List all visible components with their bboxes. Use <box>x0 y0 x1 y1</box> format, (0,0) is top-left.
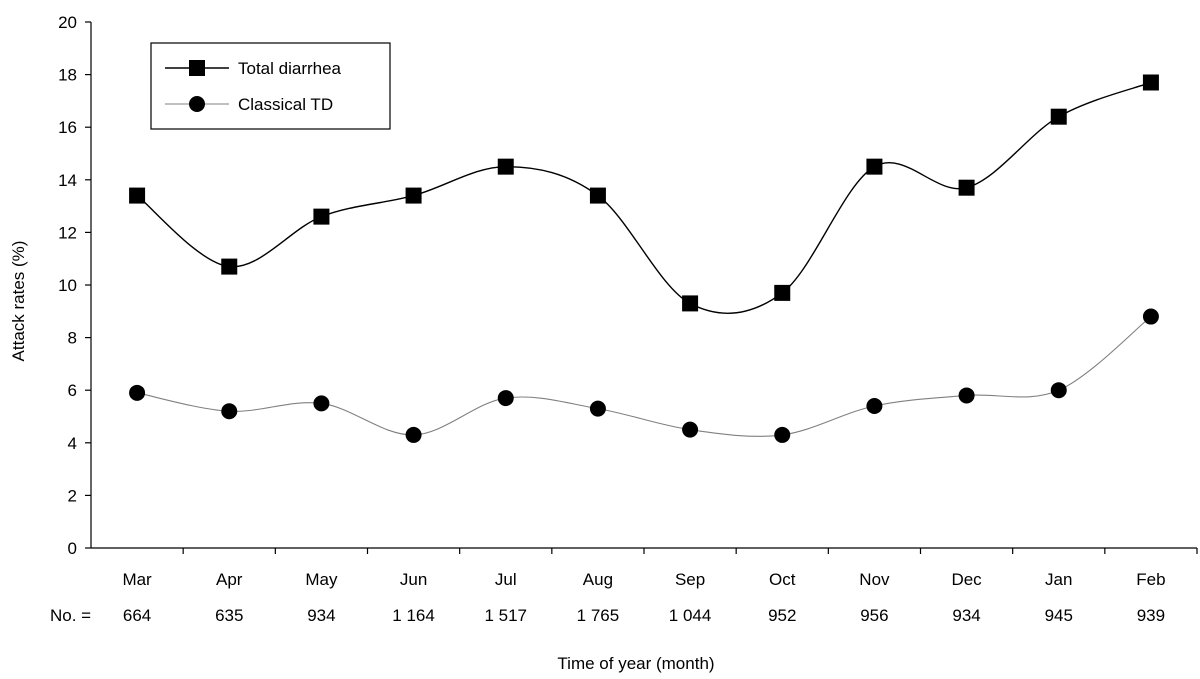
x-tick-label: Feb <box>1136 570 1165 589</box>
count-label: 1 765 <box>577 606 620 625</box>
legend-marker-total-diarrhea <box>189 60 205 76</box>
y-ticks: 0 2 4 6 8 10 12 14 16 18 20 <box>58 13 91 558</box>
y-tick-label: 6 <box>68 381 77 400</box>
series-total-diarrhea <box>129 74 1159 314</box>
x-tick-label: Oct <box>769 570 796 589</box>
data-point-total-diarrhea <box>405 187 422 204</box>
count-label: 1 517 <box>484 606 527 625</box>
y-tick-label: 12 <box>58 223 77 242</box>
y-tick-label: 18 <box>58 66 77 85</box>
data-point-total-diarrhea <box>221 258 238 275</box>
x-tick-label: Nov <box>859 570 890 589</box>
data-point-classical-td <box>405 426 422 443</box>
y-tick-label: 14 <box>58 171 77 190</box>
data-point-classical-td <box>1050 382 1067 399</box>
count-label: 1 044 <box>669 606 712 625</box>
x-tick-label: Aug <box>583 570 613 589</box>
counts-row-label: No. = <box>50 606 91 625</box>
count-label: 635 <box>215 606 243 625</box>
x-tick-label: May <box>305 570 338 589</box>
x-tick-label: Mar <box>122 570 152 589</box>
x-tick-label: Sep <box>675 570 705 589</box>
count-label: 945 <box>1045 606 1073 625</box>
data-point-classical-td <box>129 384 146 401</box>
data-point-classical-td <box>682 421 699 438</box>
x-tick-label: Jul <box>495 570 517 589</box>
y-tick-label: 16 <box>58 118 77 137</box>
data-point-classical-td <box>221 403 238 420</box>
x-ticks: Mar 664 Apr 635 May 934 Jun 1 164 Jul 1 517 Aug 1 7… <box>122 548 1198 625</box>
count-label: 1 164 <box>392 606 435 625</box>
legend-marker-classical-td <box>189 96 205 112</box>
y-tick-label: 4 <box>68 434 77 453</box>
data-point-total-diarrhea <box>129 187 146 204</box>
x-tick-label: Apr <box>216 570 243 589</box>
y-axis-title: Attack rates (%) <box>9 241 28 362</box>
y-tick-label: 8 <box>68 329 77 348</box>
series-layer <box>129 74 1159 443</box>
y-tick-label: 0 <box>68 539 77 558</box>
data-point-total-diarrhea <box>497 158 514 175</box>
data-point-total-diarrhea <box>1142 74 1159 91</box>
y-tick-label: 10 <box>58 276 77 295</box>
data-point-classical-td <box>774 426 791 443</box>
data-point-total-diarrhea <box>958 179 975 196</box>
x-tick-label: Jun <box>400 570 427 589</box>
y-tick-label: 20 <box>58 13 77 32</box>
data-point-total-diarrhea <box>589 187 606 204</box>
data-point-total-diarrhea <box>1050 108 1067 125</box>
data-point-total-diarrhea <box>682 295 699 312</box>
data-point-classical-td <box>313 395 330 412</box>
x-tick-label: Dec <box>951 570 982 589</box>
count-label: 939 <box>1137 606 1165 625</box>
data-point-classical-td <box>958 387 975 404</box>
series-line-classical-td <box>136 316 1152 437</box>
legend-box <box>150 42 391 130</box>
series-classical-td <box>129 308 1159 443</box>
data-point-total-diarrhea <box>774 284 791 301</box>
count-label: 934 <box>952 606 980 625</box>
legend-label-classical-td: Classical TD <box>238 95 333 114</box>
count-label: 952 <box>768 606 796 625</box>
x-tick-label: Jan <box>1045 570 1072 589</box>
data-point-total-diarrhea <box>866 158 883 175</box>
data-point-classical-td <box>1142 308 1159 325</box>
data-point-total-diarrhea <box>313 208 330 225</box>
data-point-classical-td <box>589 400 606 417</box>
count-label: 664 <box>123 606 151 625</box>
count-label: 934 <box>307 606 335 625</box>
count-label: 956 <box>860 606 888 625</box>
data-point-classical-td <box>866 397 883 414</box>
legend-label-total-diarrhea: Total diarrhea <box>238 59 342 78</box>
x-axis-title: Time of year (month) <box>557 654 714 673</box>
y-tick-label: 2 <box>68 486 77 505</box>
legend: Total diarrhea Classical TD <box>150 42 391 130</box>
data-point-classical-td <box>497 390 514 407</box>
